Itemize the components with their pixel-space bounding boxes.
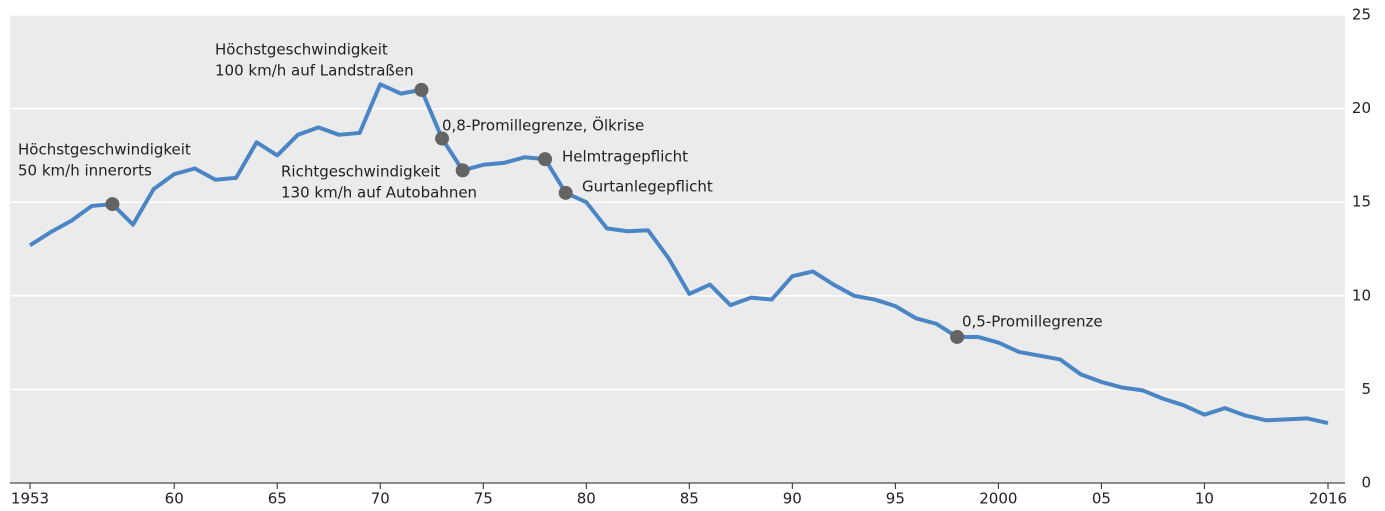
- annotation-dot: [558, 185, 573, 200]
- annotation-dot: [455, 163, 470, 178]
- x-tick-label: 2016: [1309, 490, 1347, 508]
- y-tick-label: 15: [1352, 193, 1371, 211]
- annotation-dot: [950, 329, 965, 344]
- x-tick-label: 80: [577, 490, 596, 508]
- x-tick-label: 1953: [11, 490, 49, 508]
- y-tick-label: 20: [1352, 99, 1371, 117]
- annotation-text: 0,8-Promillegrenze, Ölkrise: [442, 116, 644, 135]
- x-tick-label: 70: [371, 490, 390, 508]
- annotation-text: 100 km/h auf Landstraßen: [215, 62, 414, 80]
- annotation-text: Richtgeschwindigkeit: [281, 163, 440, 181]
- annotation-dot: [538, 152, 553, 167]
- x-tick-label: 65: [268, 490, 287, 508]
- y-tick-label: 25: [1352, 6, 1371, 24]
- annotation-text: Helmtragepflicht: [562, 148, 688, 166]
- annotation-dot: [105, 197, 120, 212]
- x-tick-label: 10: [1195, 490, 1214, 508]
- annotation-dot: [435, 131, 450, 146]
- annotation-dot: [414, 82, 429, 97]
- plot-background: [10, 14, 1345, 483]
- annotation-text: 50 km/h innerorts: [18, 162, 152, 180]
- x-tick-label: 60: [165, 490, 184, 508]
- annotation-text: 0,5-Promillegrenze: [962, 313, 1103, 331]
- annotation-text: Höchstgeschwindigkeit: [18, 141, 191, 159]
- x-tick-label: 85: [680, 490, 699, 508]
- annotation-text: Höchstgeschwindigkeit: [215, 41, 388, 59]
- y-tick-label: 0: [1361, 474, 1371, 492]
- x-tick-label: 2000: [979, 490, 1017, 508]
- line: [28, 82, 1329, 426]
- annotation-text: 130 km/h auf Autobahnen: [281, 184, 477, 202]
- y-tick-label: 5: [1361, 380, 1371, 398]
- x-tick-label: 90: [783, 490, 802, 508]
- x-tick-label: 05: [1092, 490, 1111, 508]
- y-tick-label: 10: [1352, 286, 1371, 304]
- annotation-text: Gurtanlegepflicht: [582, 178, 713, 196]
- x-tick-label: 75: [474, 490, 493, 508]
- x-tick-label: 95: [886, 490, 905, 508]
